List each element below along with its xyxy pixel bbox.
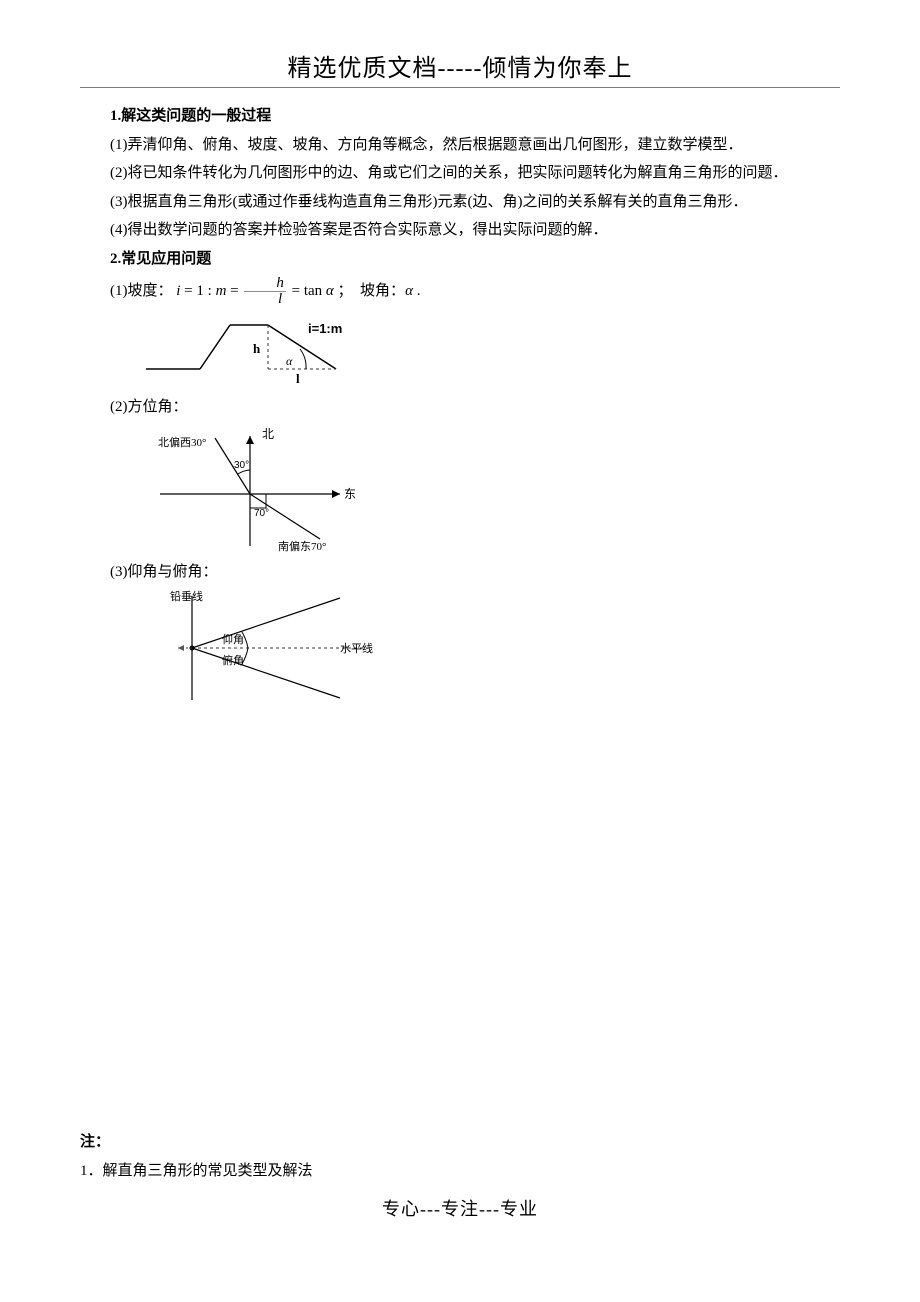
compass-nw-label: 北偏西30° — [158, 435, 206, 449]
elev-plumb-label: 铅垂线 — [170, 589, 203, 603]
section1-item-3: (3)根据直角三角形(或通过作垂线构造直角三角形)元素(边、角)之间的关系解有关… — [80, 188, 840, 217]
header-rule — [80, 87, 840, 88]
slope-alpha-label: α — [286, 354, 293, 368]
slope-h-label: h — [253, 341, 261, 356]
slope-line: (1)坡度： i = 1 : m = h l = tan α ； 坡角：α . — [80, 273, 840, 309]
elevation-label: (3)仰角与俯角： — [80, 558, 840, 587]
elev-down-label: 俯角 — [222, 653, 244, 667]
compass-north: 北 — [262, 427, 274, 441]
elev-up-label: 仰角 — [222, 632, 244, 646]
slope-diagram: h l α i=1:m — [140, 311, 840, 389]
page-footer-sep2: --- — [479, 1199, 500, 1219]
footer-note-item1: 1．解直角三角形的常见类型及解法 — [80, 1157, 840, 1186]
header-right: 倾情为你奉上 — [482, 56, 632, 82]
section1-item-1: (1)弄清仰角、俯角、坡度、坡角、方向角等概念，然后根据题意画出几何图形，建立数… — [80, 131, 840, 160]
footer-note-label: 注： — [80, 1128, 840, 1157]
compass-diagram: 北 东 北偏西30° 30° 70° 南偏东70° — [140, 424, 840, 554]
section1-item-2: (2)将已知条件转化为几何图形中的边、角或它们之间的关系，把实际问题转化为解直角… — [80, 159, 840, 188]
page-footer-left: 专心 — [382, 1199, 420, 1219]
footer-note-block: 注： 1．解直角三角形的常见类型及解法 — [80, 1128, 840, 1185]
slope-suffix: ； 坡角： — [338, 283, 406, 299]
fraction-h-over-l: h l — [244, 276, 286, 307]
slope-alpha-2: α — [405, 283, 413, 299]
page-footer: 专心---专注---专业 — [80, 1195, 840, 1221]
section1-item-2-text: (2)将已知条件转化为几何图形中的边、角或它们之间的关系，把实际问题转化为解直角… — [80, 159, 788, 188]
page-header-title: 精选优质文档-----倾情为你奉上 — [80, 48, 840, 83]
page-footer-sep1: --- — [420, 1199, 441, 1219]
slope-l-label: l — [296, 371, 300, 386]
elevation-diagram: 铅垂线 水平线 仰角 俯角 — [140, 588, 840, 708]
slope-i-label: i=1:m — [308, 321, 342, 336]
slope-prefix: (1)坡度： — [110, 283, 173, 299]
header-sep: ----- — [438, 56, 483, 82]
compass-angle-30: 30° — [234, 460, 249, 471]
compass-angle-70: 70° — [254, 508, 269, 519]
slope-alpha-1: α — [326, 283, 334, 299]
elev-horiz-label: 水平线 — [340, 641, 373, 655]
section1-heading: 1.解这类问题的一般过程 — [80, 102, 840, 131]
header-left: 精选优质文档 — [288, 56, 438, 82]
section1-item-4: (4)得出数学问题的答案并检验答案是否符合实际意义，得出实际问题的解． — [80, 216, 840, 245]
page-footer-right: 专业 — [500, 1199, 538, 1219]
bearing-label: (2)方位角： — [80, 393, 840, 422]
page-footer-mid: 专注 — [441, 1199, 479, 1219]
compass-east: 东 — [344, 487, 356, 501]
section2-heading: 2.常见应用问题 — [80, 245, 840, 274]
document-page: 精选优质文档-----倾情为你奉上 1.解这类问题的一般过程 (1)弄清仰角、俯… — [0, 0, 920, 1241]
compass-se-label: 南偏东70° — [278, 539, 326, 553]
